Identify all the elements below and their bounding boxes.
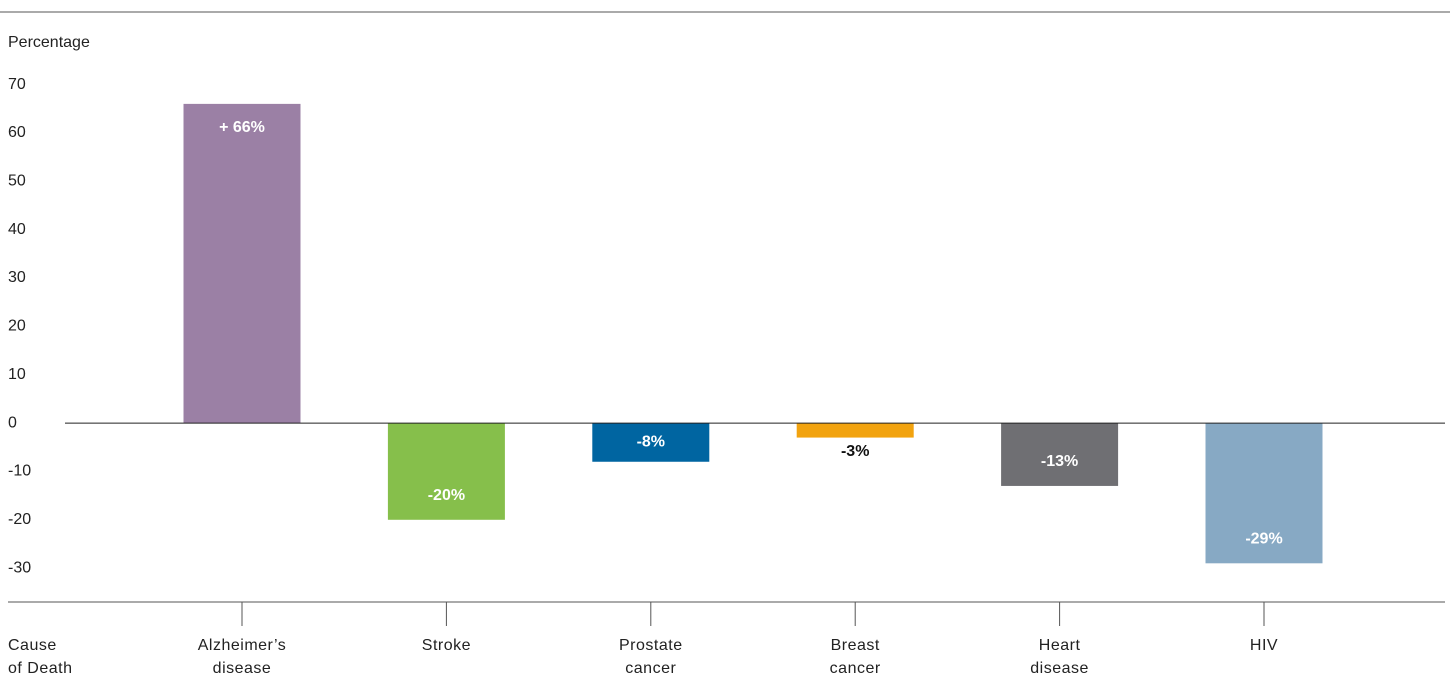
value-label: -3% (841, 443, 869, 460)
y-tick-label: 10 (8, 366, 26, 383)
bar (592, 423, 710, 462)
y-tick-label: 20 (8, 318, 26, 335)
x-tick-label: HIV (1249, 637, 1279, 654)
bar (1205, 423, 1323, 564)
y-tick-label: -30 (8, 559, 31, 576)
y-tick-label: 70 (8, 76, 26, 93)
y-tick-label: 50 (8, 172, 26, 189)
x-tick-label: Alzheimer’s disease (197, 637, 287, 677)
x-axis-label: Cause of Death (8, 637, 73, 677)
y-tick-label: 40 (8, 221, 26, 238)
x-tick-label: Heart disease (1030, 637, 1089, 677)
value-label: -13% (1041, 453, 1078, 470)
y-axis-label: Percentage (8, 34, 90, 51)
y-tick-label: 60 (8, 124, 26, 141)
value-label: + 66% (219, 119, 265, 136)
y-tick-label: 30 (8, 269, 26, 286)
value-label: -8% (637, 434, 665, 451)
bar (183, 103, 301, 424)
bar (796, 423, 914, 438)
bar (1001, 423, 1119, 486)
value-label: -29% (1245, 531, 1282, 548)
bar (387, 423, 505, 520)
y-tick-label: -10 (8, 463, 31, 480)
x-tick-label: Breast cancer (829, 637, 881, 677)
y-tick-label: 0 (8, 414, 17, 431)
value-label: -20% (428, 487, 465, 504)
x-tick-label: Prostate cancer (619, 637, 683, 677)
y-tick-label: -20 (8, 511, 31, 528)
x-tick-label: Stroke (421, 637, 472, 654)
